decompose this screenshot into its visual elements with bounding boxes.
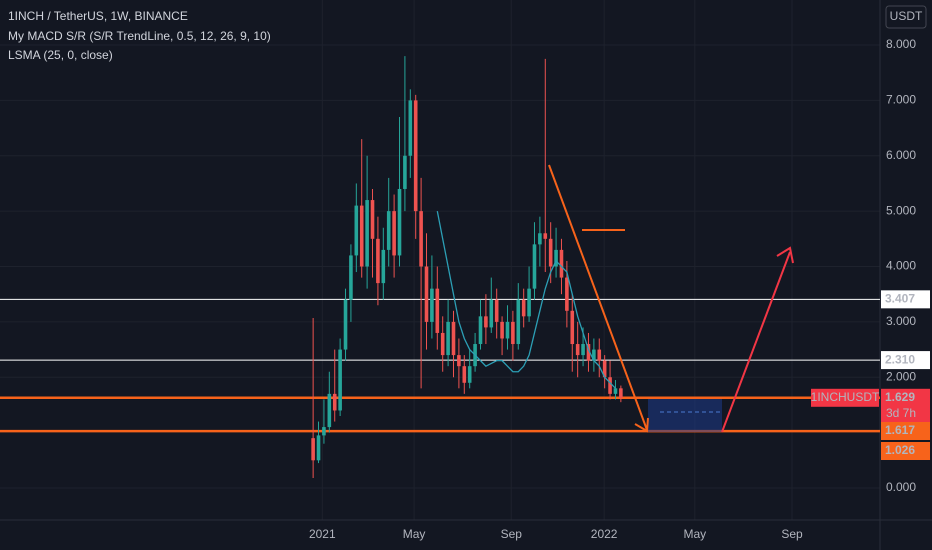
x-tick-label: 2022 [591,527,618,541]
candle-body [532,244,537,289]
candle-body [376,238,380,284]
candle-body [354,205,359,256]
x-tick-label: 2021 [309,527,336,541]
y-tick-label: 6.000 [886,148,916,162]
other-price-box [881,422,930,440]
arrow-head [634,417,649,433]
candle-body [322,427,326,436]
x-tick-label: May [403,527,426,541]
candle-body [505,321,510,339]
candle-body [311,438,315,461]
candle-body [543,233,548,239]
candle-body [527,288,531,317]
candle-body [327,393,332,428]
candle-body [365,200,369,267]
other-price-label: 1.617 [885,423,915,437]
candle-body [408,100,413,156]
price-line-label-box [881,442,930,460]
grid [0,0,880,520]
candle-body [521,299,526,317]
candle-body [511,321,515,345]
target-box [648,399,722,432]
x-tick-label: Sep [501,527,523,541]
candle-body [386,211,391,250]
candle-body [403,155,407,189]
candle-body [489,299,494,328]
price-line-label: 1.026 [885,443,915,457]
candle-body [608,377,612,394]
price-line-label-box [881,351,930,370]
candle-body [570,310,575,345]
arrow-up [721,251,791,433]
candle-body [349,255,353,300]
y-tick-label: 2.000 [886,369,916,383]
candle-body [392,211,396,256]
candle-body [484,316,488,328]
price-line-label: 3.407 [885,292,915,306]
candle-body [597,349,602,361]
candle-body [338,349,342,411]
price-line-label: 2.310 [885,352,915,366]
candle-body [592,349,596,361]
y-tick-label: 3.000 [886,314,916,328]
y-tick-label: 4.000 [886,259,916,273]
countdown-label: 3d 7h [886,406,916,420]
candle-body [516,299,521,345]
y-tick-label: 7.000 [886,93,916,107]
candle-body [500,321,504,339]
plot [0,56,880,479]
legend-entry: LSMA (25, 0, close) [8,48,113,62]
candle-body [586,344,591,361]
candle-body [332,393,337,411]
candle-body [435,288,440,333]
candle-body [430,288,434,322]
candle-body [316,435,321,461]
candle-body [575,344,580,356]
candle-body [413,100,418,212]
candle-body [440,332,445,356]
candle-body [619,388,623,398]
symbol-box [811,388,879,407]
y-tick-label: 5.000 [886,203,916,217]
trend-line [548,164,648,431]
candle-body [565,277,569,311]
candle-body [446,321,450,356]
candle-body [602,360,607,378]
candle-body [581,344,585,356]
last-price-label: 1.629 [885,390,915,404]
last-price-box [881,388,930,425]
candle-body [397,188,402,256]
y-tick-label: 0.000 [886,480,916,494]
candle-body [478,316,483,345]
candle-body [538,233,542,245]
arrow-head [776,246,794,264]
candle-body [554,249,558,267]
currency[interactable]: USDT [890,9,923,23]
candle-body [370,200,375,239]
lsma-line [436,211,616,389]
x-tick-label: Sep [781,527,803,541]
candle-body [613,388,618,394]
price-line-label-box [881,290,930,309]
candle-body [467,366,472,383]
candle-body [494,299,499,322]
symbol-label: 1INCHUSDT [811,390,880,404]
candle-body [359,205,364,267]
candle-body [548,238,553,267]
candle-body [457,355,461,367]
currency-box[interactable] [885,5,927,29]
y-tick-label: 8.000 [886,37,916,51]
candle-body [419,211,423,267]
candle-body [381,249,386,284]
candle-body [451,321,456,356]
indicator-name: My MACD S/R (S/R TrendLine, 0.5, 12, 26,… [8,29,271,43]
x-tick-label: May [683,527,706,541]
candle-body [462,366,467,383]
candle-body [343,299,348,350]
candle-body [424,266,429,322]
candle-body [559,249,564,278]
chart-title: 1INCH / TetherUS, 1W, BINANCE [8,9,188,23]
